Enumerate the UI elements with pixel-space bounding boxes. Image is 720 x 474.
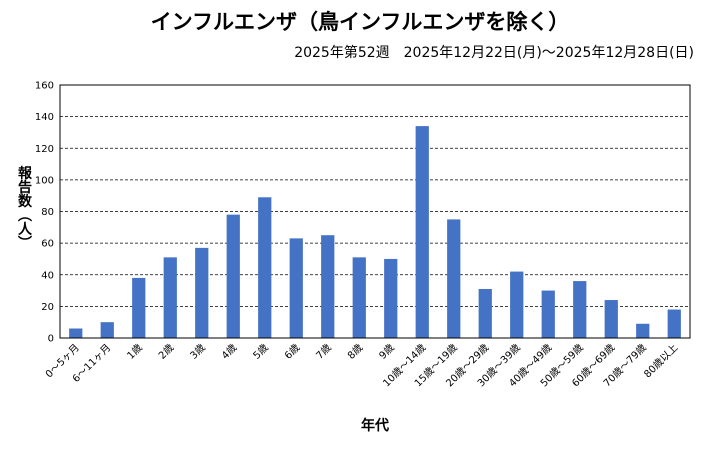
bar	[447, 219, 461, 338]
bar	[258, 197, 272, 338]
y-tick-label: 60	[41, 239, 54, 250]
bar	[573, 281, 587, 338]
bar	[69, 328, 83, 338]
y-tick-label: 100	[35, 175, 54, 186]
y-tick-label: 140	[35, 112, 54, 123]
x-axis-title: 年代	[361, 417, 389, 434]
bar	[163, 257, 177, 338]
x-tick-label: 6歳	[282, 342, 302, 362]
y-tick-label: 40	[41, 270, 54, 281]
y-tick-label: 80	[41, 207, 54, 218]
y-tick-label: 120	[35, 144, 54, 155]
chart-subtitle: 2025年第52週 2025年12月22日(月)～2025年12月28日(日)	[294, 45, 694, 61]
bar	[132, 277, 146, 338]
bar	[510, 271, 524, 338]
y-tick-label: 160	[35, 81, 54, 92]
x-tick-label: 4歳	[219, 342, 239, 362]
x-tick-label: 7歳	[314, 342, 334, 362]
bar	[289, 238, 303, 338]
bar	[384, 258, 398, 338]
y-tick-label: 20	[41, 302, 54, 313]
bar	[195, 247, 209, 338]
plot-area	[59, 84, 691, 339]
y-tick-label: 0	[48, 334, 54, 345]
bar	[667, 309, 681, 338]
x-tick-label: 8歳	[345, 342, 365, 362]
y-axis-title: 報告数（人）	[16, 165, 33, 250]
x-tick-label: 3歳	[188, 342, 208, 362]
x-tick-label: 2歳	[156, 342, 176, 362]
x-tick-label: 5歳	[251, 342, 271, 362]
bar	[415, 126, 429, 338]
x-tick-label: 9歳	[377, 342, 397, 362]
bar	[100, 322, 114, 338]
bars	[69, 126, 681, 338]
bar	[541, 290, 555, 338]
bar	[636, 323, 650, 338]
gridlines	[60, 116, 690, 307]
bar	[226, 214, 240, 338]
x-tick-label: 1歳	[125, 342, 145, 362]
chart-title: インフルエンザ（鳥インフルエンザを除く）	[150, 10, 570, 34]
bar	[352, 257, 366, 338]
y-axis-ticks: 0 20 40 60 80 100 120 140 160	[35, 81, 54, 345]
x-tick-label: 80歳以上	[642, 342, 681, 381]
bar	[321, 235, 335, 338]
bar	[604, 300, 618, 338]
bar	[478, 288, 492, 338]
